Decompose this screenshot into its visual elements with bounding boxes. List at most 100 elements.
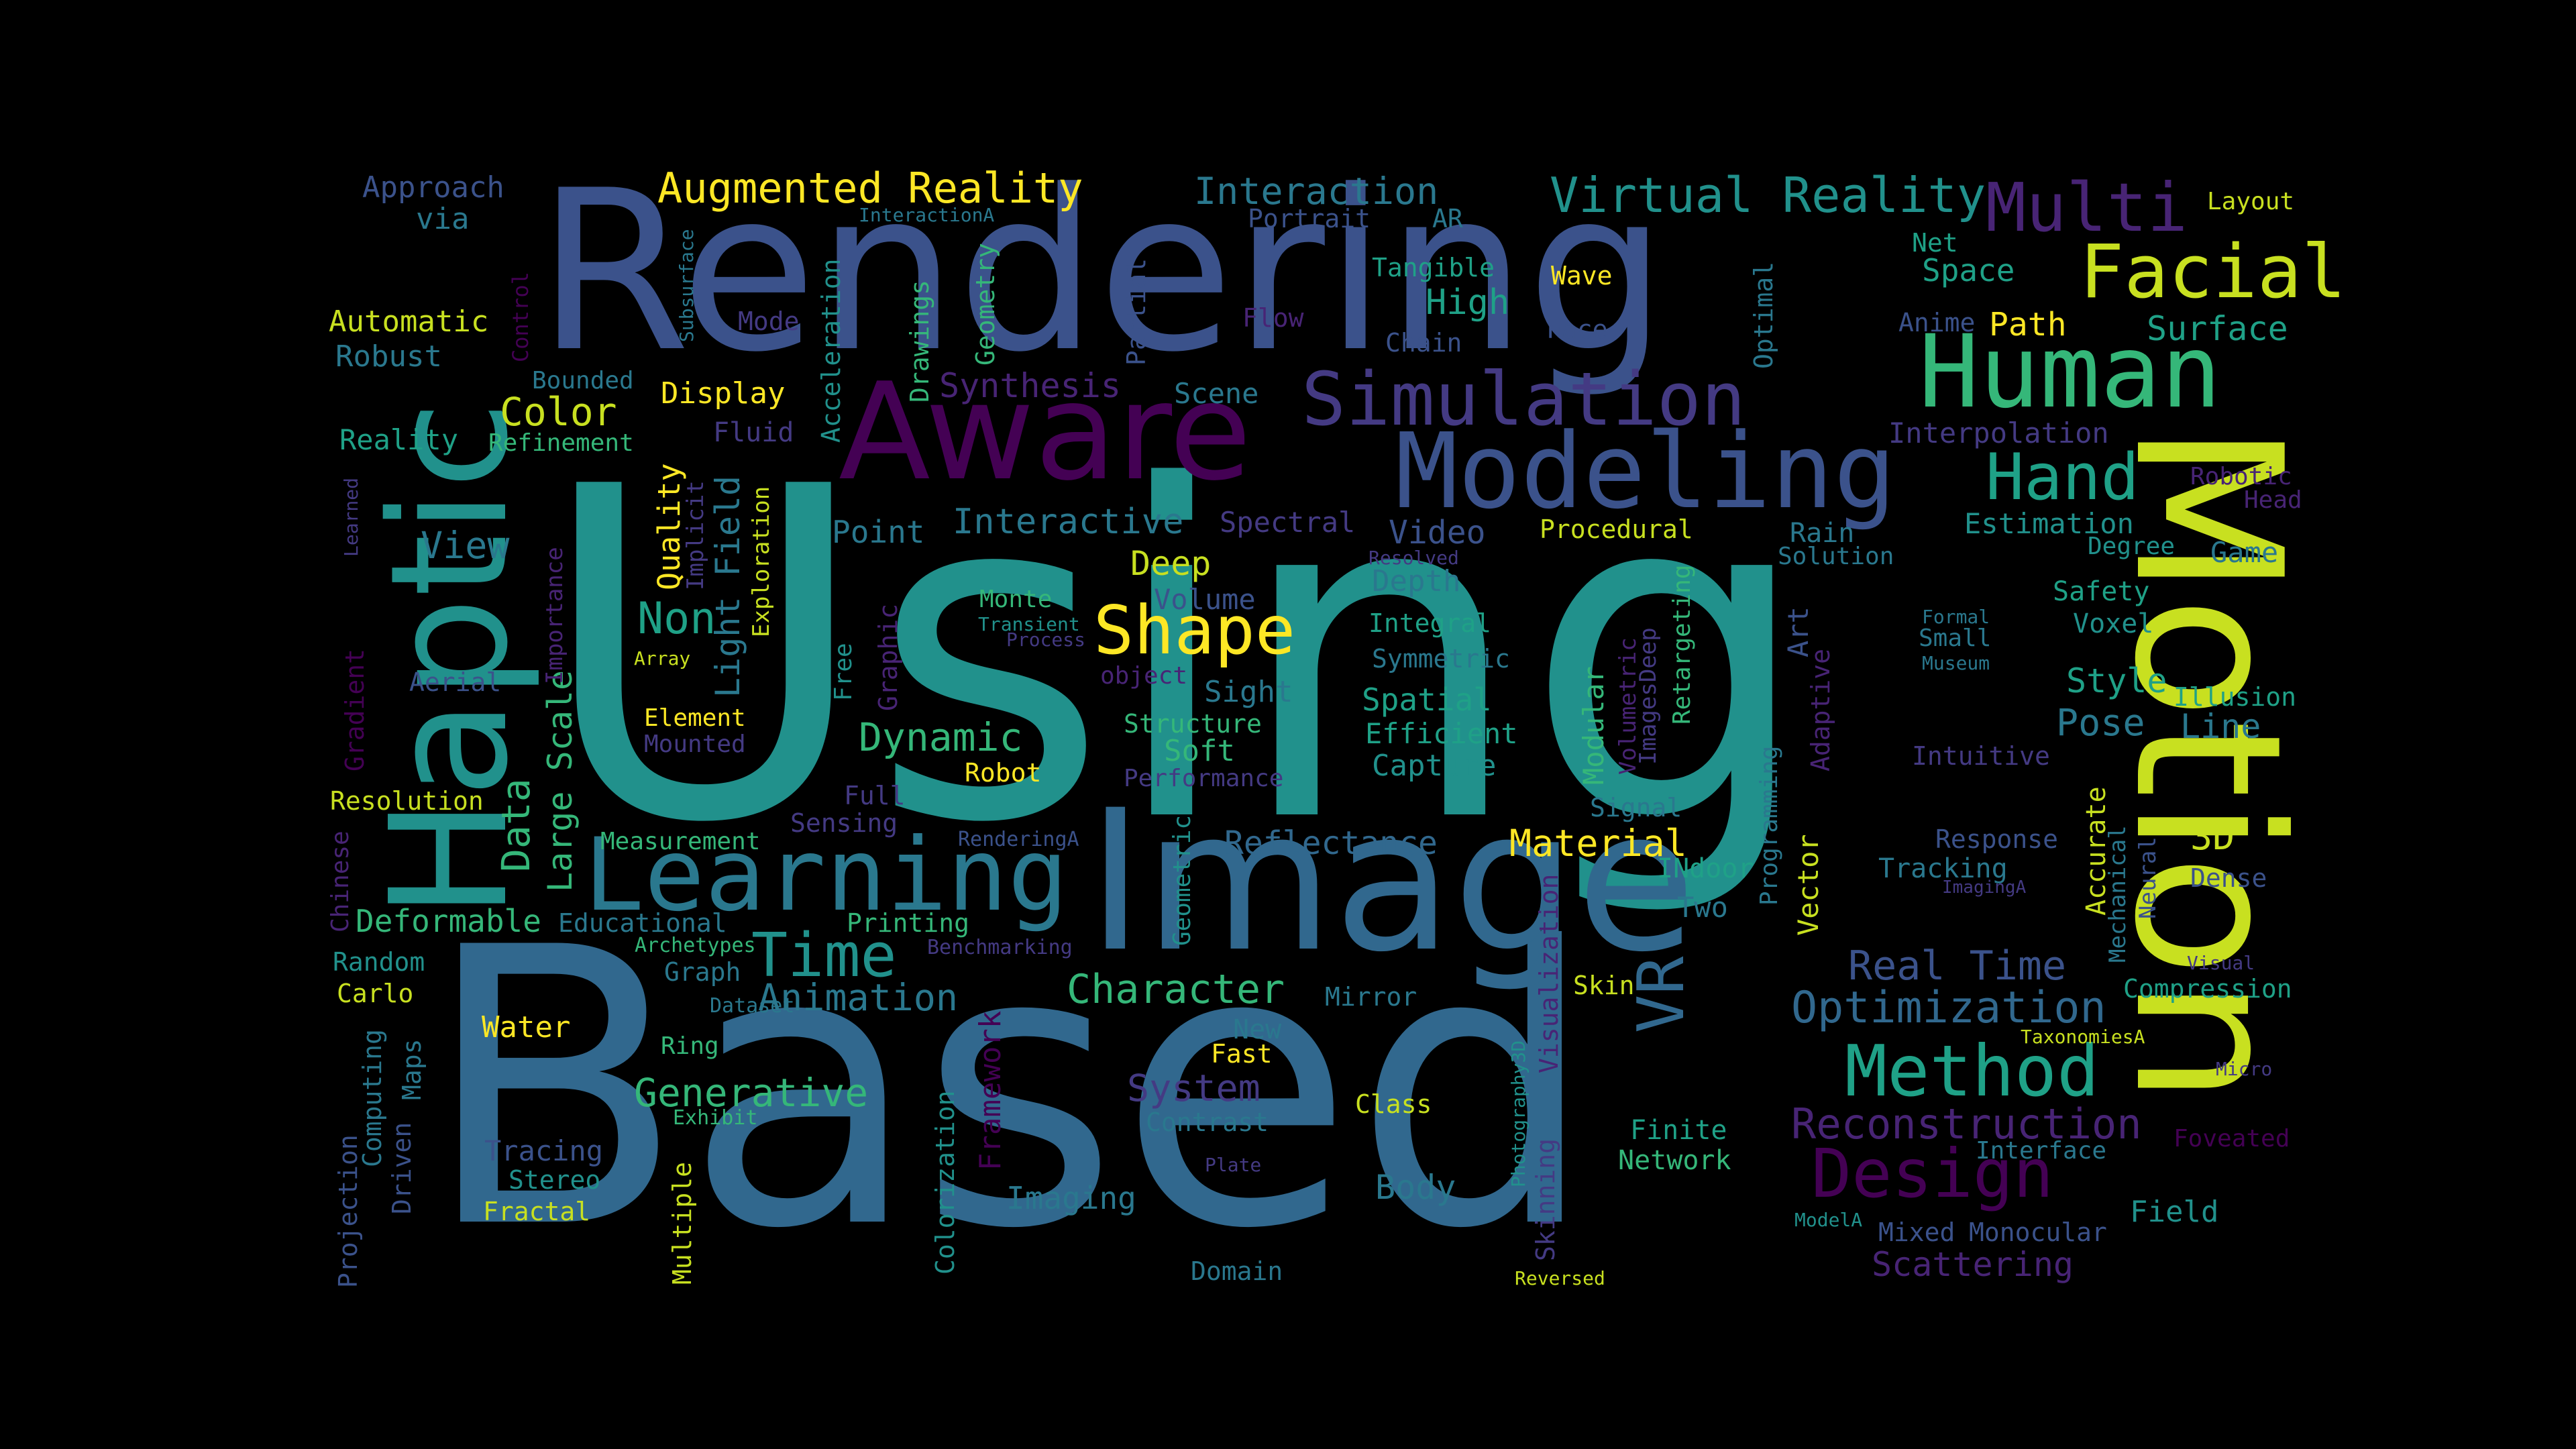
word-domain: Domain xyxy=(1191,1256,1283,1286)
word-intuitive: Intuitive xyxy=(1912,741,2050,771)
word-mode: Mode xyxy=(738,307,800,336)
word-control: Control xyxy=(508,272,533,362)
word-taxonomies-a: TaxonomiesA xyxy=(2021,1026,2145,1048)
word-process: Process xyxy=(1006,629,1086,651)
word-imaging-a: ImagingA xyxy=(1942,877,2027,898)
word-multi: Multi xyxy=(1986,168,2188,247)
word-sensing: Sensing xyxy=(790,808,898,838)
word-ar: AR xyxy=(1432,204,1463,233)
word-photography3d: Photography3D xyxy=(1507,1040,1529,1187)
word-ring: Ring xyxy=(661,1032,719,1060)
word-quality: Quality xyxy=(651,463,687,590)
word-framework: Framework xyxy=(973,1010,1008,1171)
word-generative: Generative xyxy=(634,1070,869,1116)
word-geometric: Geometric xyxy=(1169,814,1196,946)
word-modeling: Modeling xyxy=(1395,411,1896,532)
word-hand: Hand xyxy=(1986,441,2139,515)
word-signal: Signal xyxy=(1590,793,1682,822)
word-mechanical: Mechanical xyxy=(2104,825,2131,963)
word-tracing: Tracing xyxy=(484,1134,604,1167)
word-layout: Layout xyxy=(2207,188,2295,215)
word-computing: Computing xyxy=(358,1029,387,1167)
word-adaptive: Adaptive xyxy=(1806,648,1835,771)
word-high: High xyxy=(1426,282,1510,323)
word-geometry: Geometry xyxy=(971,242,1000,366)
word-time: Time xyxy=(751,920,897,991)
word-point: Point xyxy=(832,514,925,550)
word-system: System xyxy=(1127,1067,1260,1110)
word-modular: Modular xyxy=(1577,665,1610,785)
word-two: Two xyxy=(1677,891,1728,924)
word-exploration: Exploration xyxy=(748,486,775,637)
word-visual: Visual xyxy=(2187,952,2255,974)
word-character: Character xyxy=(1067,966,1285,1013)
word-chain: Chain xyxy=(1385,328,1462,358)
word-vector: Vector xyxy=(1792,834,1825,936)
word-dense: Dense xyxy=(2190,863,2267,893)
word-animation: Animation xyxy=(758,976,959,1019)
word-carlo: Carlo xyxy=(337,979,414,1008)
word-mounted: Mounted xyxy=(644,731,746,758)
word-solution: Solution xyxy=(1778,543,1894,570)
word-contrast: Contrast xyxy=(1146,1108,1269,1137)
word-vr: VR xyxy=(1625,956,1699,1033)
word-automatic: Automatic xyxy=(329,305,489,339)
word-drawings: Drawings xyxy=(905,279,934,402)
word-skinning: Skinning xyxy=(1531,1138,1560,1261)
word-printing: Printing xyxy=(847,908,970,938)
word-robust: Robust xyxy=(335,339,442,374)
word-response: Response xyxy=(1935,824,2059,854)
word-rain: Rain xyxy=(1790,518,1855,549)
word-sight: Sight xyxy=(1204,675,1293,709)
word-depth: Depth xyxy=(1372,564,1461,598)
word-neural: Neural xyxy=(2135,837,2161,919)
word-aware: Aware xyxy=(839,354,1252,511)
word-structure: Structure xyxy=(1124,709,1262,739)
word-light-field: Light Field xyxy=(708,475,747,698)
word-learned: Learned xyxy=(340,477,362,557)
word-deep: Deep xyxy=(1130,544,1212,583)
word-deformable: Deformable xyxy=(356,903,541,939)
word-tracking: Tracking xyxy=(1878,853,2008,884)
word-reflectance: Reflectance xyxy=(1224,824,1438,862)
word-robot: Robot xyxy=(965,758,1042,788)
word-full: Full xyxy=(844,781,906,810)
word-resolution: Resolution xyxy=(330,786,484,816)
word-mixed: Mixed xyxy=(1878,1218,1955,1247)
word-network: Network xyxy=(1618,1145,1731,1176)
word-micro: Micro xyxy=(2216,1058,2273,1080)
word-head: Head xyxy=(2244,486,2302,514)
word-reconstruction: Reconstruction xyxy=(1791,1099,2142,1148)
word-programming: Programming xyxy=(1756,745,1783,906)
word-monte: Monte xyxy=(979,586,1053,613)
word-retargeting: Retargeting xyxy=(1668,564,1696,724)
word-non: Non xyxy=(637,594,716,644)
word-performance: Performance xyxy=(1124,765,1284,792)
word-display: Display xyxy=(661,376,786,411)
word-field: Field xyxy=(2130,1195,2219,1229)
word-water: Water xyxy=(482,1010,571,1044)
word-volume: Volume xyxy=(1154,583,1256,616)
word-voxel: Voxel xyxy=(2073,608,2154,639)
word-body: Body xyxy=(1375,1168,1456,1207)
word-small: Small xyxy=(1919,625,1992,652)
word-subsurface: Subsurface xyxy=(676,229,698,342)
word-tangible: Tangible xyxy=(1372,253,1495,282)
word-foveated: Foveated xyxy=(2174,1125,2290,1152)
word-human: Human xyxy=(1919,314,2222,431)
word-finite: Finite xyxy=(1630,1115,1727,1146)
word-mirror: Mirror xyxy=(1325,982,1417,1012)
word-3d: 3D xyxy=(2190,815,2235,858)
word-net: Net xyxy=(1912,228,1958,258)
word-array: Array xyxy=(634,647,691,669)
word-game: Game xyxy=(2210,536,2279,569)
word-interaction-a: InteractionA xyxy=(859,204,995,226)
word-safety: Safety xyxy=(2053,576,2150,607)
word-symmetric: Symmetric xyxy=(1372,644,1510,674)
word-learning: Learning xyxy=(584,817,1069,934)
word-interpolation: Interpolation xyxy=(1888,417,2109,449)
word-indoor: INdoor xyxy=(1657,853,1754,884)
word-rendering: Rendering xyxy=(537,143,1668,400)
word-element: Element xyxy=(644,704,746,732)
